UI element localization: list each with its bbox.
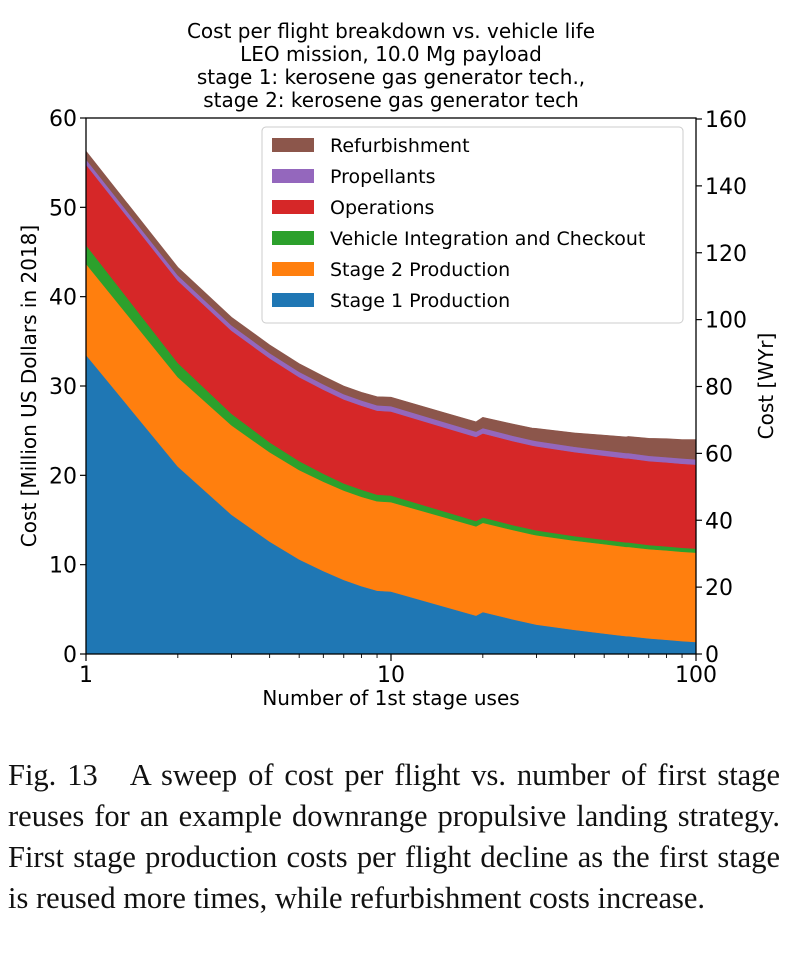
- y-right-tick-label: 160: [705, 108, 747, 133]
- legend-swatch: [272, 169, 314, 183]
- chart-title-line: LEO mission, 10.0 Mg payload: [240, 42, 542, 66]
- y-tick-label: 50: [49, 196, 77, 221]
- x-tick-label: 1: [79, 663, 93, 688]
- legend-label: Operations: [330, 197, 434, 219]
- chart-title-line: stage 1: kerosene gas generator tech.,: [197, 65, 585, 89]
- legend-swatch: [272, 262, 314, 276]
- figure-caption: Fig. 13 A sweep of cost per flight vs. nu…: [8, 755, 780, 919]
- caption-text: A sweep of cost per flight vs. number of…: [8, 758, 780, 915]
- y-tick-label: 30: [49, 375, 77, 400]
- y-tick-label: 20: [49, 464, 77, 489]
- legend-label: Stage 2 Production: [330, 259, 510, 281]
- x-axis-label: Number of 1st stage uses: [262, 686, 519, 710]
- y-right-tick-label: 20: [705, 576, 733, 601]
- x-tick-label: 100: [675, 663, 717, 688]
- legend-swatch: [272, 200, 314, 214]
- legend-swatch: [272, 231, 314, 245]
- axis-ticks: 0 10 20 30 40 50 60 0 20 40 60 80 100 120 140 160 1 10 100: [49, 107, 747, 688]
- y-right-tick-label: 60: [705, 442, 733, 467]
- legend-swatch: [272, 293, 314, 307]
- legend-label: Stage 1 Production: [330, 290, 510, 312]
- y-axis-right-label: Cost [WYr]: [754, 333, 778, 440]
- chart-figure: Cost per flight breakdown vs. vehicle li…: [17, 19, 778, 710]
- legend-box: [261, 126, 684, 324]
- legend-label: Propellants: [330, 166, 435, 188]
- y-right-tick-label: 100: [705, 309, 747, 334]
- y-right-tick-label: 40: [705, 509, 733, 534]
- y-right-tick-label: 80: [705, 376, 733, 401]
- y-tick-label: 60: [49, 107, 77, 132]
- y-axis-label: Cost [Million US Dollars in 2018]: [17, 225, 41, 547]
- legend-swatch: [272, 138, 314, 152]
- chart-title-line: stage 2: kerosene gas generator tech: [203, 88, 579, 112]
- y-right-tick-label: 0: [705, 643, 719, 668]
- stacked-area-chart: Cost per flight breakdown vs. vehicle li…: [17, 19, 778, 710]
- chart-title: Cost per flight breakdown vs. vehicle li…: [187, 19, 595, 112]
- y-right-tick-label: 120: [705, 242, 747, 267]
- figure-number: Fig. 13: [8, 758, 98, 792]
- y-tick-label: 10: [49, 554, 77, 579]
- legend-label: Vehicle Integration and Checkout: [330, 228, 645, 250]
- x-tick-label: 10: [377, 663, 405, 688]
- y-tick-label: 40: [49, 286, 77, 311]
- legend: Refurbishment Propellants Operations Vehicl…: [261, 126, 684, 324]
- chart-title-line: Cost per flight breakdown vs. vehicle li…: [187, 19, 595, 43]
- y-right-tick-label: 140: [705, 175, 747, 200]
- y-tick-label: 0: [63, 643, 77, 668]
- legend-label: Refurbishment: [330, 135, 470, 157]
